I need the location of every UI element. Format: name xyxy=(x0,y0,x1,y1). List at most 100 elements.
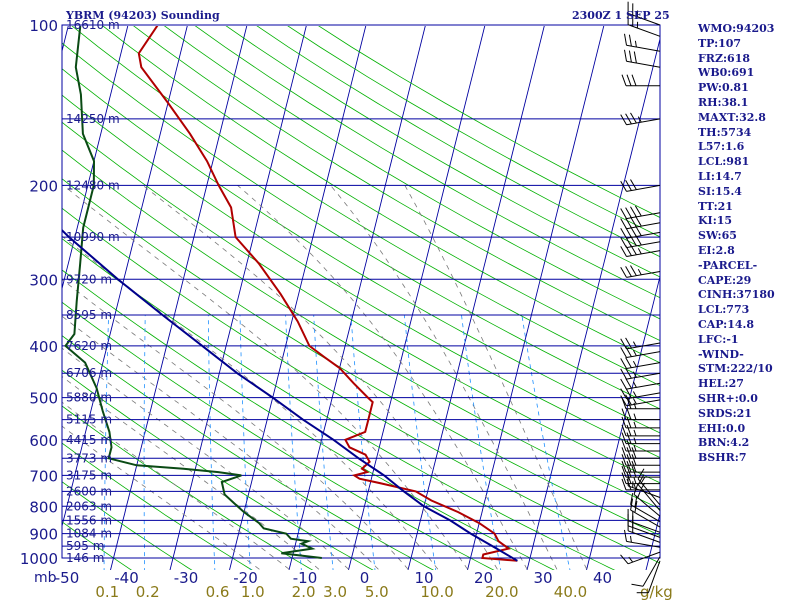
index-item: TP:107 xyxy=(698,36,742,50)
index-item: SHR+:0.0 xyxy=(698,391,758,405)
isotherm-line xyxy=(645,512,660,570)
wind-barb-half-flag xyxy=(632,398,637,405)
wind-barb-flag xyxy=(626,447,632,459)
x-tick-label: 0 xyxy=(360,569,370,587)
wind-barb xyxy=(621,416,660,429)
height-level-label: 1556 m xyxy=(66,513,112,527)
wind-barb-flag xyxy=(621,465,627,478)
wind-barb-flag xyxy=(633,51,637,64)
wind-barb xyxy=(630,493,661,523)
wind-barb-staff xyxy=(637,484,661,511)
chart-subtitle: 2300Z 1 SEP 25 xyxy=(572,9,670,22)
dry-adiabat-line xyxy=(62,301,495,570)
index-item: TH:5734 xyxy=(698,125,752,139)
height-level-label: 7620 m xyxy=(66,339,112,353)
wind-barb-flag xyxy=(631,460,637,473)
wind-barb-staff xyxy=(626,399,661,407)
wind-barb-flag xyxy=(621,472,627,484)
wind-barb-flag xyxy=(625,394,632,406)
height-level-label: 8595 m xyxy=(66,308,112,322)
wind-barb-flag xyxy=(620,358,627,369)
wind-barb-flag xyxy=(620,227,627,239)
pressure-tick-label: 300 xyxy=(29,271,58,289)
moist-adiabat-line xyxy=(63,185,469,570)
wind-barb-half-flag xyxy=(633,483,637,491)
wind-barb-staff xyxy=(627,24,661,37)
wind-barb xyxy=(620,551,661,565)
wind-barb-flag xyxy=(630,206,637,218)
wind-barb-staff xyxy=(626,60,661,68)
wind-barb-flag xyxy=(624,49,627,62)
x-tick-label: 20 xyxy=(474,569,493,587)
wind-barb-flag xyxy=(621,478,627,491)
wind-barb-flag xyxy=(625,367,632,379)
wind-barb-flag xyxy=(620,338,627,350)
wind-barb-flag xyxy=(621,439,627,452)
wind-barb-flag xyxy=(621,454,627,466)
pressure-tick-label: 200 xyxy=(29,177,58,195)
x-tick-label: 10 xyxy=(414,569,433,587)
index-item: LI:14.7 xyxy=(698,169,742,183)
wind-barb-flag xyxy=(625,377,632,389)
height-level-label: 14250 m xyxy=(66,112,120,126)
wind-barb-flag xyxy=(631,454,637,466)
wind-barb-staff xyxy=(627,525,661,538)
wind-barb-flag xyxy=(637,474,645,485)
wind-barb-staff xyxy=(627,520,661,533)
wind-barb-half-flag xyxy=(633,477,637,484)
wind-barb-flag xyxy=(621,460,627,473)
wind-barb-staff xyxy=(626,118,661,126)
moist-adiabat-line xyxy=(330,185,558,570)
mixing-ratio-label: 0.1 xyxy=(95,583,119,600)
x-tick-label: 40 xyxy=(593,569,612,587)
moist-adiabat-line xyxy=(62,278,409,570)
wind-barb-staff xyxy=(630,504,661,523)
dry-adiabat-line xyxy=(62,369,374,570)
index-item: TT:21 xyxy=(698,199,733,213)
wind-barb-staff xyxy=(626,362,661,369)
wind-barb xyxy=(620,377,661,390)
dry-adiabat-line xyxy=(62,207,660,564)
height-level-label: 2063 m xyxy=(66,499,112,513)
mixing-ratio-line xyxy=(285,314,302,570)
wind-barb-flag xyxy=(630,498,634,511)
isotherm-line xyxy=(62,26,129,291)
height-level-label: 9720 m xyxy=(66,272,112,286)
index-item: BSHR:7 xyxy=(698,451,747,465)
wind-barb-half-flag xyxy=(633,444,637,452)
wind-barb xyxy=(620,179,661,192)
wind-barb-half-flag xyxy=(633,402,637,409)
wind-barb-flag xyxy=(620,218,627,229)
wind-barb-staff xyxy=(626,392,661,400)
height-level-label: 1084 m xyxy=(66,527,112,541)
wind-barb-half-flag xyxy=(637,248,642,255)
wind-barb xyxy=(631,556,661,587)
index-item: SRDS:21 xyxy=(698,406,752,420)
index-item: EI:2.8 xyxy=(698,243,735,257)
wind-barb xyxy=(620,265,661,278)
isotherm-line xyxy=(0,25,9,580)
wind-barb-staff xyxy=(626,382,661,390)
index-item: RH:38.1 xyxy=(698,95,749,109)
wind-barb-flag xyxy=(626,408,632,420)
dry-adiabat-line xyxy=(62,481,193,570)
height-level-label: 3175 m xyxy=(66,468,112,482)
wind-barb-half-flag xyxy=(637,116,642,123)
wind-barb-staff xyxy=(627,12,661,26)
dry-adiabat-line xyxy=(62,121,660,484)
wind-barb-flag xyxy=(625,266,632,277)
wind-barb-flag xyxy=(628,50,632,63)
index-item: HEL:27 xyxy=(698,377,744,391)
wind-barb xyxy=(621,472,660,485)
index-item: L57:1.6 xyxy=(698,140,745,154)
height-level-label: 12480 m xyxy=(66,178,120,192)
wind-barb-flag xyxy=(634,501,638,513)
index-item: MAXT:32.8 xyxy=(698,110,766,124)
wind-barb xyxy=(620,387,661,400)
wind-barb-flag xyxy=(625,180,632,191)
wind-barb-flag xyxy=(621,408,627,420)
moist-adiabat-line xyxy=(62,375,320,570)
dry-adiabat-line xyxy=(62,238,616,570)
pressure-tick-label: 100 xyxy=(29,17,58,35)
wind-barb-half-flag xyxy=(637,268,642,276)
